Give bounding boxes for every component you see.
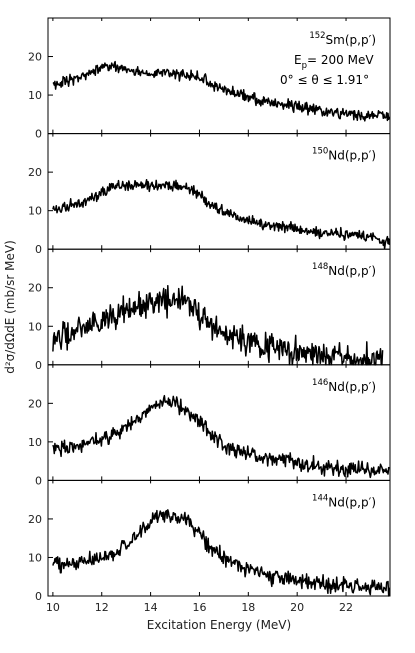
spectrum-line bbox=[52, 509, 391, 597]
x-axis-title: Excitation Energy (MeV) bbox=[147, 618, 291, 632]
y-tick-label: 20 bbox=[28, 282, 42, 295]
panel-3: 0 10 20 148Nd(p,p′) bbox=[28, 248, 391, 372]
element-symbol: Nd bbox=[328, 495, 345, 509]
y-tick-label: 20 bbox=[28, 166, 42, 179]
x-tick-label: 14 bbox=[144, 601, 158, 614]
y-tick-label: 10 bbox=[28, 205, 42, 218]
y-tick-label: 20 bbox=[28, 513, 42, 526]
y-tick-label: 10 bbox=[28, 436, 42, 449]
panel-frame bbox=[47, 479, 391, 597]
element-symbol: Nd bbox=[328, 380, 345, 394]
mass-number: 144 bbox=[312, 493, 328, 503]
y-tick-label: 0 bbox=[35, 474, 42, 487]
x-tick-label: 20 bbox=[290, 601, 304, 614]
mass-number: 152 bbox=[309, 31, 325, 41]
x-tick-label: 10 bbox=[46, 601, 60, 614]
reaction-type: (p,p′) bbox=[345, 495, 376, 509]
y-tick-label: 0 bbox=[35, 359, 42, 372]
reaction-type: (p,p′) bbox=[345, 33, 376, 47]
panels-group: 01020152Sm(p,p′)01020150Nd(p,p′)01020148… bbox=[28, 17, 391, 603]
y-tick-label: 10 bbox=[28, 551, 42, 564]
panel-4: 0 10 20 146Nd(p,p′) bbox=[28, 364, 391, 487]
spectrum-line bbox=[52, 394, 390, 479]
x-axis: 10 12 14 16 18 20 22 bbox=[46, 601, 353, 614]
x-tick-label: 16 bbox=[192, 601, 206, 614]
y-tick-label: 10 bbox=[28, 89, 42, 102]
x-tick-label: 18 bbox=[241, 601, 255, 614]
x-tick-label: 12 bbox=[95, 601, 109, 614]
element-symbol: Sm bbox=[326, 33, 345, 47]
spectrum-line bbox=[52, 284, 384, 366]
y-tick-label: 20 bbox=[28, 397, 42, 410]
y-tick-label: 0 bbox=[35, 590, 42, 603]
beam-energy-annotation: Ep= 200 MeV bbox=[294, 53, 374, 71]
x-tick-label: 22 bbox=[339, 601, 353, 614]
y-tick-label: 10 bbox=[28, 320, 42, 333]
reaction-label: 144Nd(p,p′) bbox=[312, 493, 376, 509]
panel-2: 0 10 20 150Nd(p,p′) bbox=[28, 133, 391, 256]
spectrum-line bbox=[52, 178, 391, 250]
reaction-label: 152Sm(p,p′) bbox=[309, 31, 376, 47]
annotation-group: Ep= 200 MeV 0° ≤ θ ≤ 1.91° bbox=[280, 53, 374, 87]
reaction-type: (p,p′) bbox=[345, 149, 376, 163]
mass-number: 148 bbox=[312, 262, 328, 272]
angle-range-annotation: 0° ≤ θ ≤ 1.91° bbox=[280, 73, 369, 87]
mass-number: 150 bbox=[312, 147, 328, 157]
y-tick-label: 0 bbox=[35, 128, 42, 141]
panel-5: 0 10 20 144Nd(p,p′) bbox=[28, 479, 391, 603]
reaction-type: (p,p′) bbox=[345, 380, 376, 394]
y-axis-title: d²σ/dΩdE (mb/sr MeV) bbox=[3, 240, 17, 374]
element-symbol: Nd bbox=[328, 264, 345, 278]
mass-number: 146 bbox=[312, 378, 328, 388]
reaction-label: 146Nd(p,p′) bbox=[312, 378, 376, 394]
reaction-label: 148Nd(p,p′) bbox=[312, 262, 376, 278]
spectrum-line bbox=[52, 60, 391, 122]
reaction-type: (p,p′) bbox=[345, 264, 376, 278]
element-symbol: Nd bbox=[328, 149, 345, 163]
y-tick-label: 20 bbox=[28, 51, 42, 64]
reaction-label: 150Nd(p,p′) bbox=[312, 147, 376, 163]
y-tick-label: 0 bbox=[35, 243, 42, 256]
